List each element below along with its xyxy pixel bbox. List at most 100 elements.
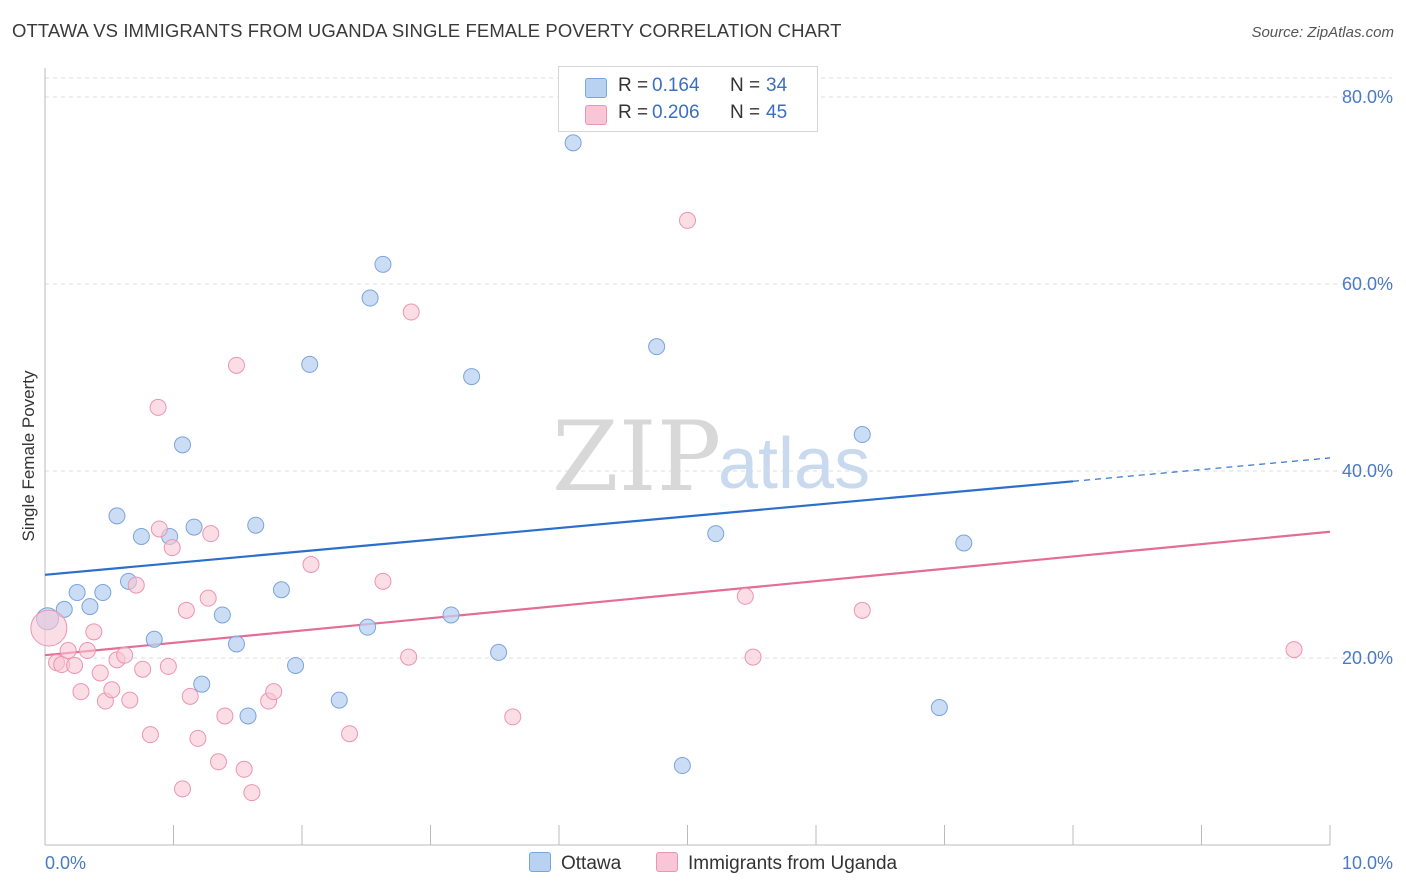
bottom-legend-ottawa: Ottawa	[529, 852, 621, 875]
point-uganda	[265, 683, 283, 701]
legend-n-value: 34	[766, 75, 788, 96]
legend-n-label: N =	[730, 102, 761, 123]
axis-labels: 20.0% 40.0% 60.0% 80.0% 0.0% 10.0% Single Fema…	[19, 87, 1393, 873]
watermark-zip: ZIP	[552, 401, 721, 513]
point-uganda	[163, 539, 181, 557]
point-uganda	[227, 356, 245, 374]
point-uganda	[173, 780, 191, 798]
point-uganda	[59, 642, 77, 660]
trend-line-ottawa-extension	[1072, 457, 1331, 482]
point-ottawa	[301, 355, 319, 373]
point-uganda	[189, 729, 207, 747]
y-tick-label: 60.0%	[1342, 274, 1393, 294]
point-uganda	[679, 211, 696, 229]
point-uganda	[127, 576, 145, 594]
point-ottawa	[68, 584, 86, 602]
point-ottawa	[213, 606, 231, 624]
point-ottawa	[239, 707, 257, 725]
point-uganda	[853, 601, 871, 619]
point-ottawa	[108, 507, 126, 525]
point-ottawa	[227, 635, 245, 653]
watermark-atlas: atlas	[718, 424, 870, 504]
bottom-legend-label-ottawa: Ottawa	[561, 853, 622, 874]
point-ottawa	[490, 643, 508, 661]
point-uganda	[121, 691, 139, 709]
point-uganda	[30, 609, 68, 647]
point-uganda	[504, 708, 522, 726]
grid-lines	[45, 77, 1392, 659]
point-ottawa	[673, 757, 691, 775]
point-uganda	[91, 664, 109, 682]
point-ottawa	[272, 581, 290, 599]
point-ottawa	[648, 338, 666, 356]
point-uganda	[199, 589, 217, 607]
point-uganda	[78, 642, 96, 660]
legend-r-value: 0.164	[652, 75, 700, 96]
y-tick-label: 80.0%	[1342, 87, 1393, 107]
data-points	[30, 134, 1303, 802]
x-tick-label: 10.0%	[1342, 853, 1393, 873]
point-uganda	[243, 784, 261, 802]
point-ottawa	[193, 675, 211, 693]
point-uganda	[235, 760, 253, 778]
source-credit: Source: ZipAtlas.com	[1251, 24, 1394, 41]
point-ottawa	[185, 518, 203, 536]
point-ottawa	[564, 134, 582, 152]
point-uganda	[400, 648, 418, 666]
point-uganda	[116, 646, 134, 664]
point-ottawa	[359, 618, 377, 636]
point-uganda	[736, 587, 754, 605]
trend-line-ottawa	[44, 480, 1074, 576]
point-uganda	[216, 707, 234, 725]
y-tick-label: 40.0%	[1342, 461, 1393, 481]
correlation-legend: R = 0.164 N = 34 R = 0.206 N = 45	[558, 66, 818, 132]
legend-r-label: R =	[618, 75, 649, 96]
point-uganda	[85, 623, 103, 641]
point-ottawa	[374, 255, 392, 273]
point-ottawa	[707, 525, 725, 543]
bottom-legend-swatch-uganda	[656, 852, 678, 872]
trend-lines	[44, 457, 1331, 657]
axes	[44, 68, 1331, 846]
point-uganda	[1285, 641, 1303, 659]
legend-r-value: 0.206	[652, 102, 700, 123]
y-tick-label: 20.0%	[1342, 648, 1393, 668]
x-tick-label: 0.0%	[45, 853, 86, 873]
point-uganda	[402, 303, 420, 321]
point-ottawa	[94, 584, 112, 602]
point-ottawa	[247, 516, 265, 534]
point-ottawa	[145, 630, 163, 648]
point-ottawa	[853, 426, 871, 444]
legend-r-label: R =	[618, 102, 649, 123]
legend-n-label: N =	[730, 75, 761, 96]
bottom-legend-uganda: Immigrants from Uganda	[656, 852, 897, 875]
point-ottawa	[955, 534, 973, 552]
trend-line-uganda	[44, 530, 1331, 657]
point-ottawa	[55, 600, 73, 618]
point-uganda	[744, 648, 762, 666]
point-ottawa	[81, 598, 99, 616]
point-uganda	[159, 657, 177, 675]
chart-title: OTTAWA VS IMMIGRANTS FROM UGANDA SINGLE …	[12, 20, 842, 41]
point-ottawa	[361, 289, 379, 307]
point-ottawa	[287, 656, 305, 674]
point-uganda	[149, 398, 167, 416]
point-uganda	[150, 520, 168, 538]
bottom-legend-label-uganda: Immigrants from Uganda	[688, 853, 898, 874]
point-ottawa	[442, 606, 460, 624]
point-uganda	[302, 556, 320, 573]
point-uganda	[177, 601, 195, 619]
bottom-legend-swatch-ottawa	[529, 852, 551, 872]
point-uganda	[181, 687, 199, 705]
point-ottawa	[173, 436, 191, 454]
point-uganda	[202, 525, 220, 543]
point-ottawa	[463, 368, 481, 386]
point-uganda	[209, 753, 227, 771]
point-uganda	[66, 656, 84, 674]
point-ottawa	[930, 699, 948, 717]
point-uganda	[134, 660, 152, 678]
legend-n-value: 45	[766, 102, 788, 123]
point-uganda	[103, 681, 121, 699]
watermark: ZIP atlas	[552, 401, 870, 513]
